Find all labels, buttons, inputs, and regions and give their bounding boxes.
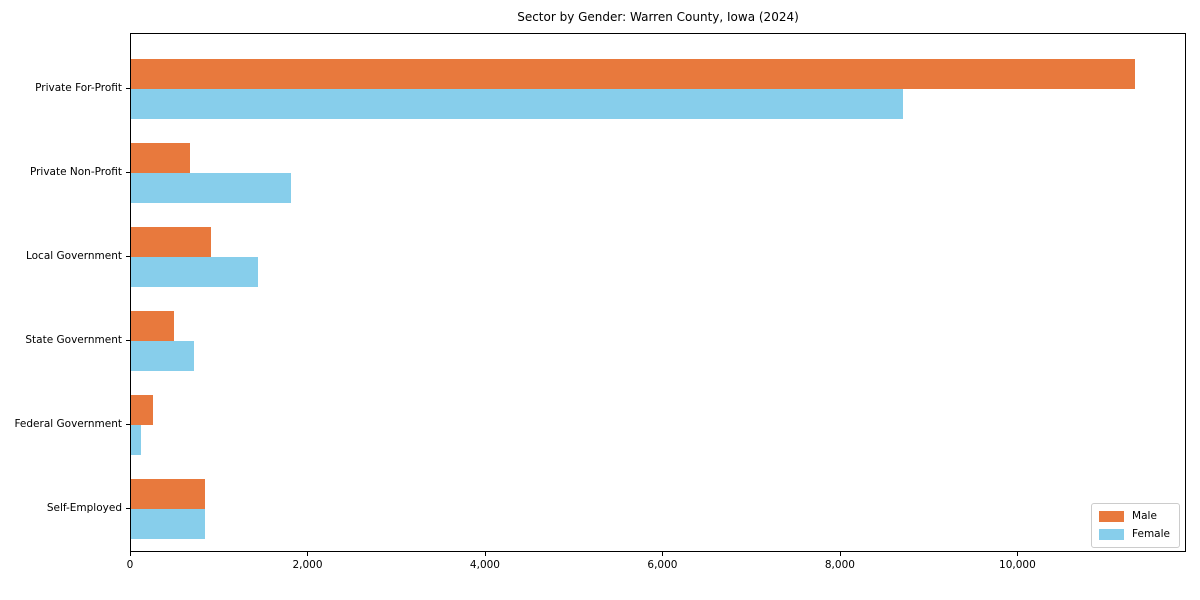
xtick-mark	[307, 552, 309, 556]
xtick-mark	[662, 552, 664, 556]
xtick-label: 10,000	[999, 559, 1036, 571]
ytick-label: Local Government	[25, 250, 122, 262]
ytick-mark	[126, 172, 130, 173]
plot-area	[130, 33, 1186, 552]
ytick-label: Private Non-Profit	[29, 166, 122, 178]
xtick-mark	[484, 552, 486, 556]
ytick-mark	[126, 424, 130, 425]
xtick-mark	[839, 552, 841, 556]
legend-item-male: Male	[1099, 510, 1170, 523]
xtick-label: 8,000	[824, 559, 855, 571]
legend: Male Female	[1091, 503, 1180, 548]
ytick-label: Self-Employed	[46, 502, 122, 514]
ytick-label: State Government	[25, 334, 122, 346]
bar-female-state-government	[131, 341, 194, 371]
xtick-label: 2,000	[292, 559, 323, 571]
bar-female-private-non-profit	[131, 173, 291, 203]
legend-item-female: Female	[1099, 528, 1170, 541]
legend-label-male: Male	[1132, 510, 1157, 522]
ytick-mark	[126, 88, 130, 89]
female-swatch-icon	[1099, 529, 1125, 540]
bar-male-local-government	[131, 227, 211, 257]
xtick-label: 0	[126, 559, 134, 571]
chart-title: Sector by Gender: Warren County, Iowa (2…	[517, 10, 799, 24]
ytick-mark	[126, 256, 130, 257]
bar-male-federal-government	[131, 395, 153, 425]
ytick-mark	[126, 340, 130, 341]
bar-male-private-for-profit	[131, 59, 1135, 89]
bar-male-self-employed	[131, 479, 206, 509]
ytick-label: Private For-Profit	[35, 82, 122, 94]
ytick-mark	[126, 508, 130, 509]
bar-female-local-government	[131, 257, 258, 287]
xtick-label: 6,000	[647, 559, 678, 571]
xtick-mark	[130, 552, 131, 556]
male-swatch-icon	[1099, 511, 1125, 522]
xtick-label: 4,000	[469, 559, 500, 571]
bar-female-private-for-profit	[131, 89, 903, 119]
xtick-mark	[1017, 552, 1019, 556]
bar-female-self-employed	[131, 509, 205, 539]
legend-label-female: Female	[1132, 528, 1170, 540]
bar-male-state-government	[131, 311, 174, 341]
bar-female-federal-government	[131, 425, 142, 455]
bar-male-private-non-profit	[131, 143, 191, 173]
ytick-label: Federal Government	[14, 418, 122, 430]
